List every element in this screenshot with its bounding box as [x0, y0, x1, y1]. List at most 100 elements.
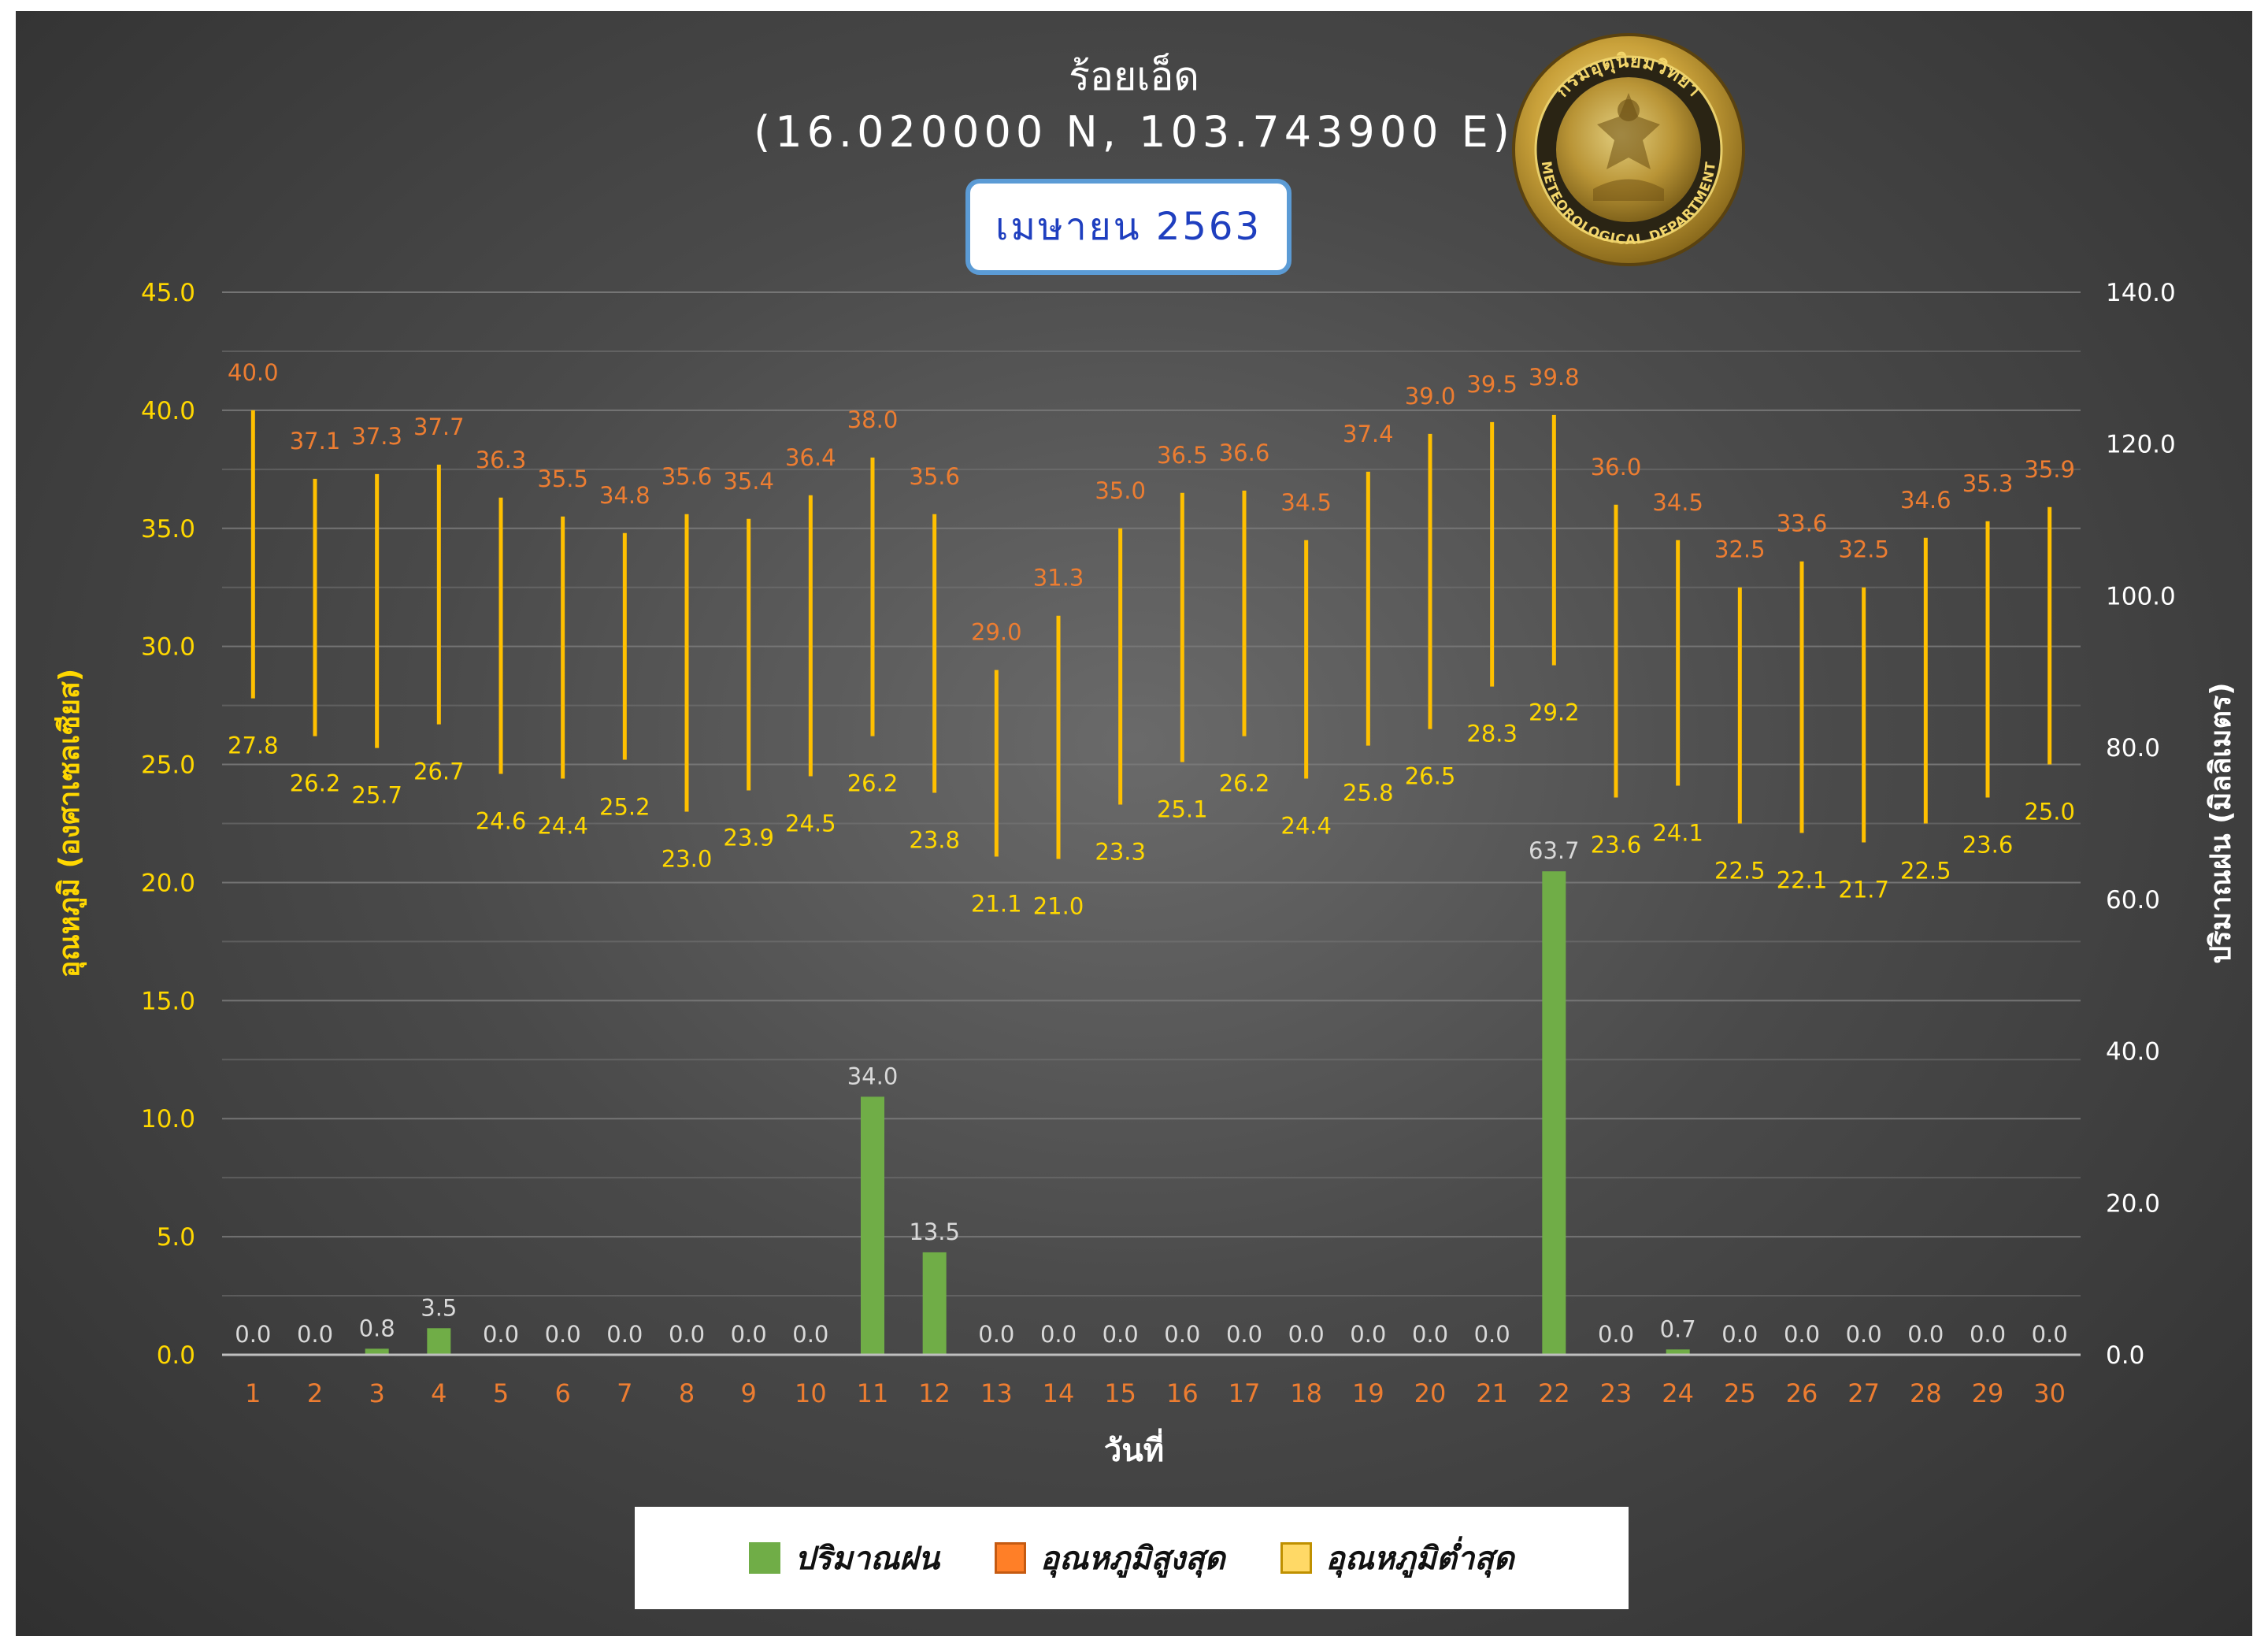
station-coordinates: (16.020000 N, 103.743900 E): [754, 107, 1514, 157]
tmin-value-label: 24.6: [476, 808, 527, 835]
y-left-tick-label: 35.0: [141, 515, 195, 543]
tmax-value-label: 32.5: [1714, 536, 1766, 563]
tmax-value-label: 37.1: [290, 428, 341, 454]
x-tick-label: 20: [1414, 1378, 1447, 1408]
y-right-tick-label: 60.0: [2106, 886, 2160, 914]
x-tick-label: 21: [1476, 1378, 1508, 1408]
tmin-value-label: 24.4: [537, 813, 588, 840]
x-tick-label: 1: [245, 1378, 261, 1408]
rain-value-label: 0.0: [1721, 1321, 1758, 1348]
rain-value-label: 0.0: [545, 1321, 581, 1348]
x-tick-label: 4: [431, 1378, 447, 1408]
rain-value-label: 0.0: [1846, 1321, 1882, 1348]
tmin-value-label: 23.6: [1962, 832, 2014, 859]
rain-bar: [861, 1096, 884, 1355]
y-right-tick-label: 80.0: [2106, 734, 2160, 762]
x-tick-label: 26: [1786, 1378, 1818, 1408]
rain-value-label: 0.0: [606, 1321, 643, 1348]
tmax-value-label: 32.5: [1838, 536, 1889, 563]
y-left-tick-label: 15.0: [141, 987, 195, 1015]
tmax-value-label: 36.4: [785, 444, 836, 471]
legend-item-tmin: อุณหภูมิต่ำสุด: [1280, 1533, 1514, 1583]
rain-bars: [365, 871, 1690, 1355]
tmax-value-label: 36.5: [1157, 442, 1208, 469]
y-right-tick-label: 0.0: [2106, 1341, 2144, 1370]
x-axis-title: วันที่: [1104, 1428, 1164, 1469]
tmin-value-label: 26.7: [413, 759, 465, 785]
tmax-value-label: 36.0: [1591, 454, 1642, 480]
rain-value-label: 0.7: [1660, 1315, 1696, 1342]
rain-value-label: 0.0: [1040, 1321, 1077, 1348]
y-right-tick-label: 120.0: [2106, 431, 2176, 459]
rain-bar: [1542, 871, 1566, 1355]
y-right-tick-label: 40.0: [2106, 1038, 2160, 1066]
y-right-tick-label: 20.0: [2106, 1189, 2160, 1218]
x-tick-label: 17: [1228, 1378, 1261, 1408]
y-left-axis-title: อุณหภูมิ (องศาเซลเซียส): [54, 669, 87, 978]
tmin-value-label: 25.7: [351, 782, 402, 809]
y-right-axis-title: ปริมาณฝน (มิลลิเมตร): [2205, 682, 2237, 963]
tmin-value-label: 23.0: [662, 846, 713, 873]
rain-value-label: 0.0: [669, 1321, 705, 1348]
tmin-value-label: 28.3: [1466, 721, 1518, 747]
tmin-value-label: 22.5: [1900, 858, 1951, 885]
tmax-value-label: 40.0: [228, 359, 279, 386]
x-tick-label: 29: [1972, 1378, 2004, 1408]
tmax-value-label: 29.0: [971, 619, 1022, 646]
rain-value-label: 13.5: [909, 1219, 960, 1245]
tmin-value-label: 22.5: [1714, 858, 1766, 885]
tmax-value-label: 36.6: [1219, 440, 1270, 466]
rain-value-label: 0.0: [235, 1321, 271, 1348]
legend-swatch-tmax: [994, 1542, 1026, 1574]
rain-value-label: 0.0: [297, 1321, 333, 1348]
y-right-tick-label: 140.0: [2106, 279, 2176, 307]
rain-value-label: 0.0: [1907, 1321, 1944, 1348]
tmax-value-label: 35.3: [1962, 470, 2014, 497]
tmax-value-label: 31.3: [1033, 565, 1084, 592]
rain-bar: [1666, 1349, 1690, 1355]
x-tick-label: 28: [1910, 1378, 1942, 1408]
legend-swatch-tmin: [1280, 1542, 1312, 1574]
legend-item-tmax: อุณหภูมิสูงสุด: [994, 1533, 1225, 1583]
x-tick-label: 15: [1104, 1378, 1136, 1408]
y-left-tick-label: 45.0: [141, 279, 195, 307]
x-tick-label: 11: [857, 1378, 889, 1408]
tmax-value-label: 35.6: [662, 463, 713, 490]
legend: ปริมาณฝน อุณหภูมิสูงสุด อุณหภูมิต่ำสุด: [635, 1507, 1629, 1609]
legend-label-tmin: อุณหภูมิต่ำสุด: [1325, 1540, 1514, 1577]
y-left-tick-label: 25.0: [141, 751, 195, 780]
x-tick-label: 3: [369, 1378, 384, 1408]
tmax-value-label: 39.0: [1405, 383, 1456, 410]
tmax-value-label: 35.4: [723, 468, 774, 495]
rain-value-label: 0.0: [1102, 1321, 1139, 1348]
tmax-value-label: 35.6: [909, 463, 960, 490]
tmax-value-label: 34.6: [1900, 487, 1951, 514]
x-tick-label: 13: [980, 1378, 1013, 1408]
tmin-value-label: 25.8: [1343, 780, 1394, 807]
rain-value-label: 0.0: [483, 1321, 519, 1348]
tmax-value-label: 33.6: [1777, 510, 1828, 537]
tmin-value-label: 23.9: [723, 825, 774, 851]
x-tick-label: 12: [918, 1378, 951, 1408]
tmin-value-label: 24.4: [1280, 813, 1332, 840]
tmax-value-label: 39.5: [1466, 371, 1518, 398]
tmin-value-label: 26.2: [1219, 770, 1270, 797]
tmin-value-label: 23.8: [909, 827, 960, 854]
axes: 0.05.010.015.020.025.030.035.040.045.00.…: [54, 279, 2237, 1469]
x-tick-label: 8: [679, 1378, 695, 1408]
y-left-tick-label: 10.0: [141, 1105, 195, 1133]
month-badge: เมษายน 2563: [965, 179, 1292, 275]
temperature-range-lines: [250, 410, 2052, 859]
tmin-value-label: 27.8: [228, 733, 279, 759]
legend-label-rain: ปริมาณฝน: [795, 1540, 939, 1577]
y-right-tick-label: 100.0: [2106, 582, 2176, 610]
x-tick-label: 24: [1662, 1378, 1694, 1408]
y-left-tick-label: 20.0: [141, 869, 195, 897]
legend-label-tmax: อุณหภูมิสูงสุด: [1040, 1540, 1225, 1577]
tmin-value-label: 23.6: [1591, 832, 1642, 859]
rain-value-label: 0.0: [978, 1321, 1014, 1348]
rain-value-label: 63.7: [1529, 837, 1580, 864]
tmin-value-label: 24.5: [785, 811, 836, 837]
tmax-value-label: 34.8: [599, 482, 650, 509]
